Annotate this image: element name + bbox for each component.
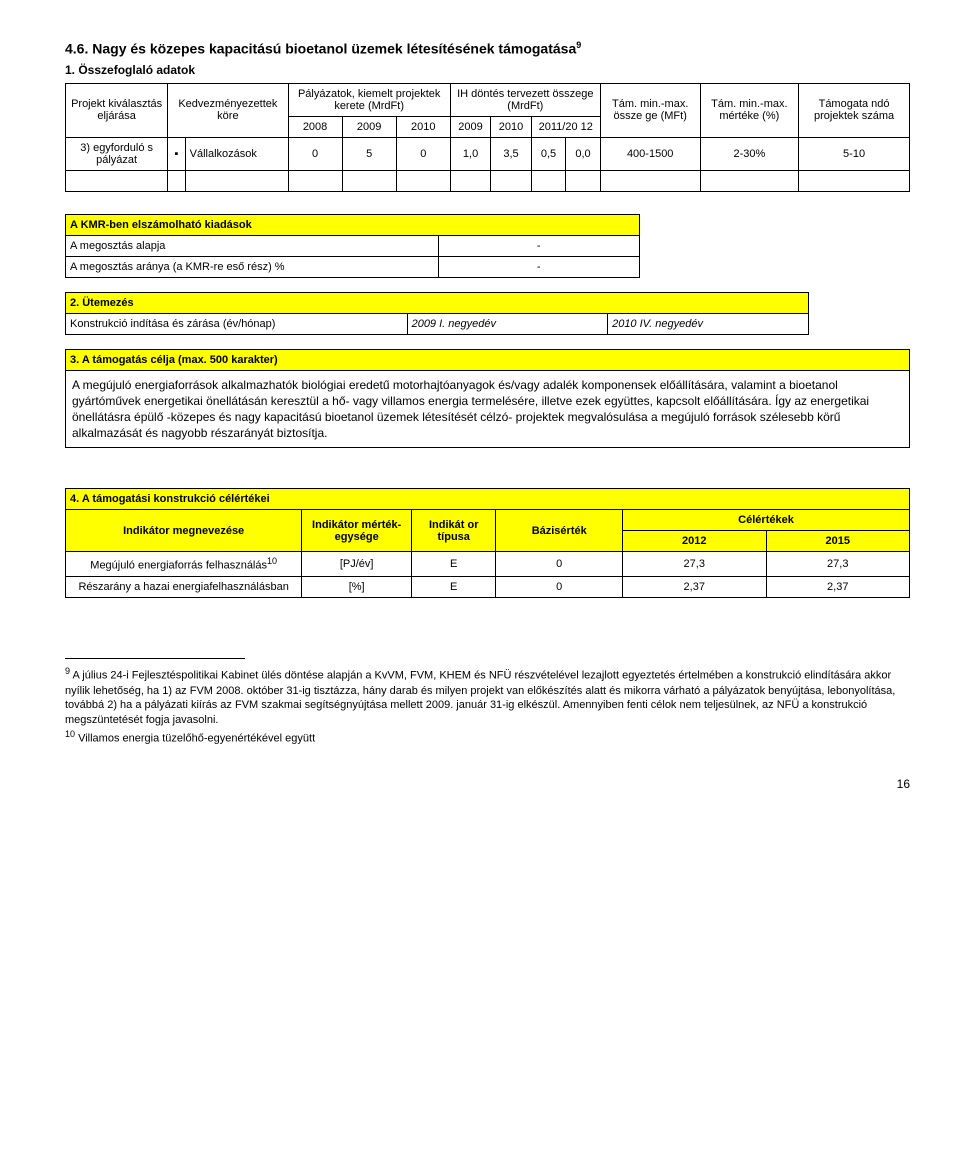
- heading-text: 4.6. Nagy és közepes kapacitású bioetano…: [65, 41, 576, 57]
- kmr-row1-label: A megosztás alapja: [66, 235, 439, 256]
- kmr-row2-val: -: [438, 256, 639, 277]
- goal-table: 3. A támogatás célja (max. 500 karakter): [65, 349, 910, 371]
- section-heading: 4.6. Nagy és közepes kapacitású bioetano…: [65, 40, 910, 57]
- targets-r1-base: 0: [496, 552, 623, 577]
- col-tamndo: Támogata ndó projektek száma: [799, 83, 910, 137]
- schedule-table: 2. Ütemezés Konstrukció indítása és zárá…: [65, 292, 809, 335]
- footnote-separator: [65, 658, 245, 659]
- targets-r1-type: E: [412, 552, 496, 577]
- y2010b: 2010: [491, 116, 531, 137]
- kmr-title: A KMR-ben elszámolható kiadások: [66, 214, 640, 235]
- row-2009b: 1,0: [450, 137, 490, 170]
- targets-h-cel: Célértékek: [623, 510, 910, 531]
- kmr-row1-val: -: [438, 235, 639, 256]
- footnote-9: 9 A július 24-i Fejlesztéspolitikai Kabi…: [65, 665, 910, 728]
- row-2010a: 0: [396, 137, 450, 170]
- col-tam2: Tám. min.-max. mértéke (%): [700, 83, 799, 137]
- targets-r1-unit: [PJ/év]: [302, 552, 412, 577]
- row-tam2: 2-30%: [700, 137, 799, 170]
- y2009b: 2009: [450, 116, 490, 137]
- targets-h-type: Indikát or típusa: [412, 510, 496, 552]
- y2009a: 2009: [342, 116, 396, 137]
- targets-r2-2012: 2,37: [623, 577, 766, 598]
- kmr-table: A KMR-ben elszámolható kiadások A megosz…: [65, 214, 640, 278]
- summary-table: Projekt kiválasztás eljárása Kedvezménye…: [65, 83, 910, 192]
- targets-r1-2015: 27,3: [766, 552, 910, 577]
- targets-r2-type: E: [412, 577, 496, 598]
- row-tam1: 400-1500: [600, 137, 700, 170]
- row-2012: 0,0: [566, 137, 601, 170]
- targets-h-base: Bázisérték: [496, 510, 623, 552]
- targets-r1-name-text: Megújuló energiaforrás felhasználás: [90, 560, 267, 572]
- footnote-10: 10 Villamos energia tüzelőhő-egyenértéké…: [65, 728, 910, 747]
- row-2011: 0,5: [531, 137, 566, 170]
- y2010a: 2010: [396, 116, 450, 137]
- kmr-row2-label: A megosztás aránya (a KMR-re eső rész) %: [66, 256, 439, 277]
- sched-label: Konstrukció indítása és zárása (év/hónap…: [66, 313, 408, 334]
- targets-r1-sup: 10: [267, 556, 277, 566]
- col-paly: Pályázatok, kiemelt projektek kerete (Mr…: [288, 83, 450, 116]
- col-ih: IH döntés tervezett összege (MrdFt): [450, 83, 600, 116]
- targets-r2-name: Részarány a hazai energiafelhasználásban: [66, 577, 302, 598]
- sched-title: 2. Ütemezés: [66, 292, 809, 313]
- y2008: 2008: [288, 116, 342, 137]
- footnote-9-text: A július 24-i Fejlesztéspolitikai Kabine…: [65, 670, 895, 727]
- sched-v2: 2010 IV. negyedév: [608, 313, 809, 334]
- y2011: 2011/20 12: [531, 116, 600, 137]
- empty-row: [66, 170, 910, 191]
- page-number: 16: [65, 777, 910, 791]
- row-2008: 0: [288, 137, 342, 170]
- row-tamndo: 5-10: [799, 137, 910, 170]
- row-kedv: Vállalkozások: [185, 137, 288, 170]
- targets-h-2015: 2015: [766, 531, 910, 552]
- row-bullet: ▪: [168, 137, 185, 170]
- footnote-10-text: Villamos energia tüzelőhő-egyenértékével…: [75, 733, 315, 745]
- row-2010b: 3,5: [491, 137, 531, 170]
- row-proj: 3) egyforduló s pályázat: [66, 137, 168, 170]
- targets-r2-2015: 2,37: [766, 577, 910, 598]
- targets-h-2012: 2012: [623, 531, 766, 552]
- row-2009a: 5: [342, 137, 396, 170]
- targets-table: 4. A támogatási konstrukció célértékei I…: [65, 488, 910, 598]
- targets-r2-unit: [%]: [302, 577, 412, 598]
- targets-r1-2012: 27,3: [623, 552, 766, 577]
- targets-r1-name: Megújuló energiaforrás felhasználás10: [66, 552, 302, 577]
- goal-text: A megújuló energiaforrások alkalmazhatók…: [65, 371, 910, 449]
- targets-h-unit: Indikátor mérték-egysége: [302, 510, 412, 552]
- targets-h-name: Indikátor megnevezése: [66, 510, 302, 552]
- goal-title: 3. A támogatás célja (max. 500 karakter): [66, 349, 910, 370]
- summary-title: 1. Összefoglaló adatok: [65, 63, 910, 77]
- targets-title: 4. A támogatási konstrukció célértékei: [66, 489, 910, 510]
- col-projekt: Projekt kiválasztás eljárása: [66, 83, 168, 137]
- heading-sup: 9: [576, 40, 581, 50]
- targets-r2-base: 0: [496, 577, 623, 598]
- col-tam1: Tám. min.-max. össze ge (MFt): [600, 83, 700, 137]
- sched-v1: 2009 I. negyedév: [407, 313, 608, 334]
- footnote-10-num: 10: [65, 729, 75, 739]
- col-kedv: Kedvezményezettek köre: [168, 83, 288, 137]
